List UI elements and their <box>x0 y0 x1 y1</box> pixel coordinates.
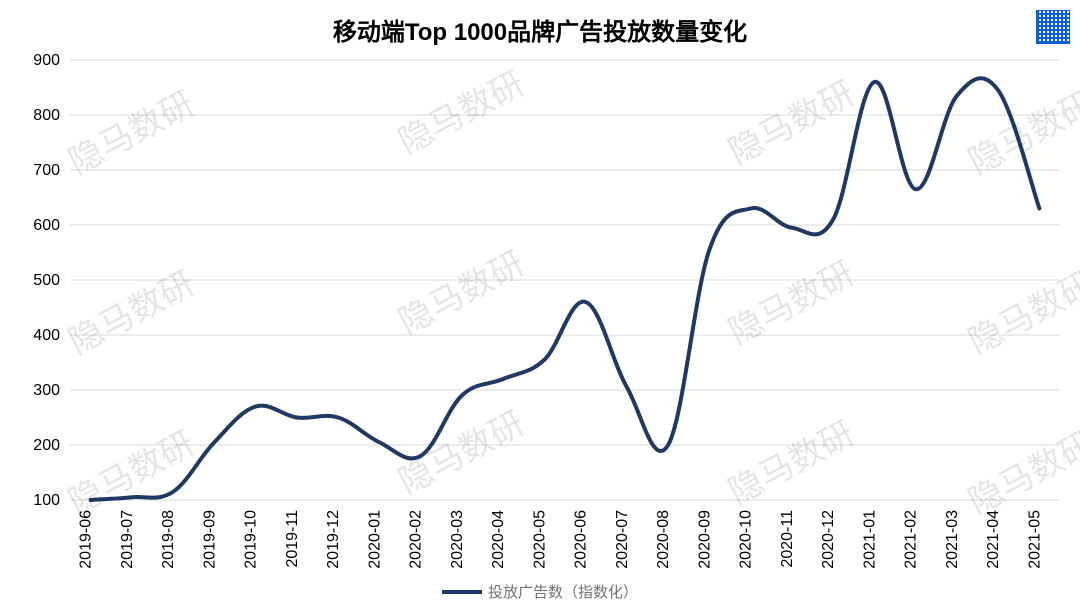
y-tick-label: 100 <box>33 492 60 509</box>
x-tick-label: 2021-04 <box>985 510 1002 569</box>
x-tick-label: 2019-07 <box>119 510 136 569</box>
x-tick-label: 2019-06 <box>78 510 95 569</box>
legend: 投放广告数（指数化） <box>442 584 638 601</box>
x-tick-label: 2021-02 <box>903 510 920 569</box>
x-tick-label: 2021-05 <box>1026 510 1043 569</box>
x-tick-label: 2019-10 <box>243 510 260 569</box>
line-chart: 100200300400500600700800900 2019-062019-… <box>0 0 1080 608</box>
x-tick-label: 2019-12 <box>325 510 342 569</box>
x-tick-label: 2020-05 <box>531 510 548 569</box>
x-axis-ticks: 2019-06 2019-07 2019-08 2019-09 2019-10 2019-… <box>78 510 1044 569</box>
x-tick-label: 2020-03 <box>449 510 466 569</box>
x-tick-label: 2019-08 <box>160 510 177 569</box>
x-tick-label: 2021-03 <box>944 510 961 569</box>
x-tick-label: 2019-11 <box>284 510 301 568</box>
y-tick-label: 200 <box>33 437 60 454</box>
x-tick-label: 2020-04 <box>490 510 507 569</box>
series-line <box>91 78 1040 500</box>
x-tick-label: 2020-02 <box>408 510 425 569</box>
x-tick-label: 2020-09 <box>696 510 713 569</box>
x-tick-label: 2020-07 <box>614 510 631 569</box>
y-tick-label: 300 <box>33 382 60 399</box>
chart-title: 移动端Top 1000品牌广告投放数量变化 <box>0 12 1080 47</box>
x-tick-label: 2020-11 <box>779 510 796 568</box>
legend-label: 投放广告数（指数化） <box>488 584 638 601</box>
y-tick-label: 400 <box>33 327 60 344</box>
y-tick-label: 500 <box>33 272 60 289</box>
chart-container: 移动端Top 1000品牌广告投放数量变化 100 200 300 400 500 600… <box>0 0 1080 608</box>
x-tick-label: 2020-10 <box>738 510 755 569</box>
y-tick-label: 900 <box>33 52 60 69</box>
gridlines <box>70 60 1060 500</box>
x-tick-label: 2021-01 <box>861 510 878 569</box>
y-tick-label: 600 <box>33 217 60 234</box>
x-tick-label: 2020-01 <box>366 510 383 569</box>
y-tick-label: 700 <box>33 162 60 179</box>
x-tick-label: 2020-12 <box>820 510 837 569</box>
x-tick-label: 2020-08 <box>655 510 672 569</box>
y-tick-label: 800 <box>33 107 60 124</box>
y-axis-ticks: 100 200 300 400 500 600 700 800 900 <box>33 52 60 509</box>
x-tick-label: 2020-06 <box>573 510 590 569</box>
qr-code-icon <box>1036 10 1070 44</box>
x-tick-label: 2019-09 <box>201 510 218 569</box>
